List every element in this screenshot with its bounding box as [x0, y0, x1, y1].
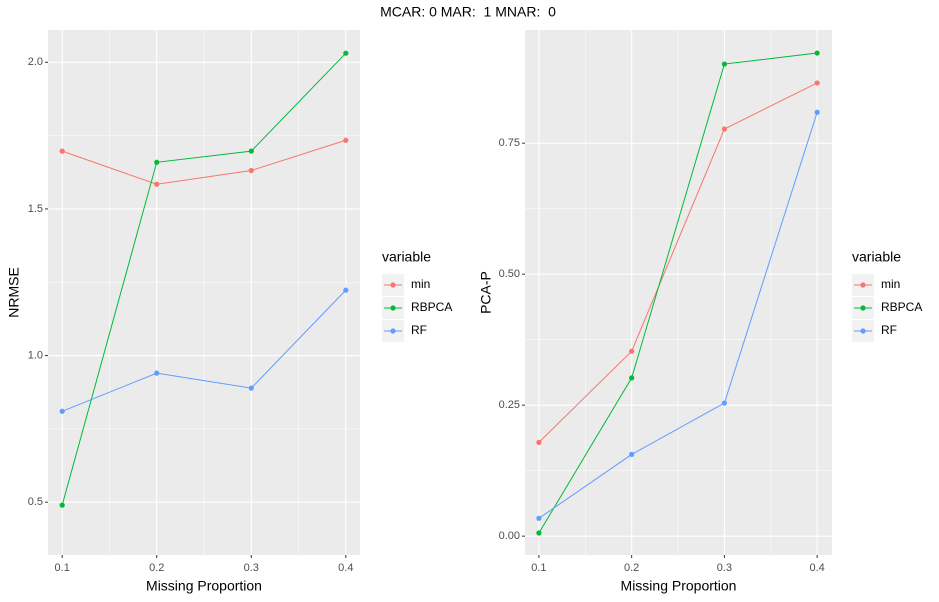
y-tick-label: 1.0 — [28, 349, 43, 361]
point — [629, 348, 635, 354]
point — [629, 451, 635, 458]
point — [814, 109, 820, 115]
point — [536, 530, 542, 536]
x-tick-label: 0.3 — [244, 562, 259, 574]
point — [536, 439, 542, 445]
point — [814, 80, 820, 86]
y-tick-label: 0.00 — [499, 530, 520, 542]
line — [538, 52, 818, 534]
x-tick-label: 0.2 — [624, 562, 639, 574]
legend-title: variable — [382, 249, 431, 265]
legend-label: min — [881, 277, 900, 291]
legend-point — [860, 305, 866, 311]
plot-panel — [525, 30, 832, 555]
legend-point — [390, 305, 396, 311]
legend-point — [860, 328, 866, 334]
y-axis-title: NRMSE — [6, 267, 22, 318]
legend-label: RF — [411, 323, 427, 337]
point — [343, 287, 349, 293]
legend-label: min — [411, 277, 430, 291]
point — [248, 385, 254, 391]
legend-label: RF — [881, 323, 897, 337]
point — [248, 148, 254, 154]
line — [61, 289, 347, 412]
point — [721, 400, 728, 406]
point — [814, 50, 820, 56]
line — [538, 112, 818, 519]
y-tick-label: 0.50 — [499, 268, 520, 280]
point — [59, 408, 65, 414]
x-tick-label: 0.1 — [531, 562, 546, 574]
line — [61, 52, 347, 506]
chart-title: MCAR: 0 MAR: 1 MNAR: 0 — [380, 4, 556, 20]
x-tick-label: 0.3 — [717, 562, 732, 574]
point — [629, 375, 635, 381]
point — [154, 159, 160, 165]
point — [59, 148, 65, 154]
point — [59, 502, 65, 508]
y-tick-label: 0.25 — [499, 399, 520, 411]
legend-point — [860, 282, 866, 288]
x-axis-title: Missing Proportion — [146, 578, 262, 594]
point — [343, 137, 349, 143]
line — [538, 82, 818, 443]
legend-label: RBPCA — [881, 300, 922, 314]
point — [248, 167, 254, 174]
x-tick-label: 0.4 — [338, 562, 353, 574]
legend-title: variable — [852, 249, 901, 265]
y-tick-label: 1.5 — [28, 203, 43, 215]
x-tick-label: 0.2 — [149, 562, 164, 574]
point — [721, 126, 728, 132]
x-axis-title: Missing Proportion — [621, 578, 737, 594]
legend-label: RBPCA — [411, 300, 452, 314]
legend-point — [390, 328, 396, 334]
x-tick-label: 0.4 — [810, 562, 825, 574]
line — [62, 139, 346, 185]
point — [536, 515, 542, 521]
y-tick-label: 2.0 — [28, 56, 43, 68]
y-tick-label: 0.75 — [499, 137, 520, 149]
point — [154, 181, 160, 187]
y-tick-label: 0.5 — [28, 496, 43, 508]
point — [154, 370, 160, 376]
legend-point — [390, 282, 396, 288]
x-tick-label: 0.1 — [55, 562, 70, 574]
point — [721, 61, 728, 67]
y-axis-title: PCA-P — [478, 271, 494, 314]
point — [343, 50, 349, 56]
